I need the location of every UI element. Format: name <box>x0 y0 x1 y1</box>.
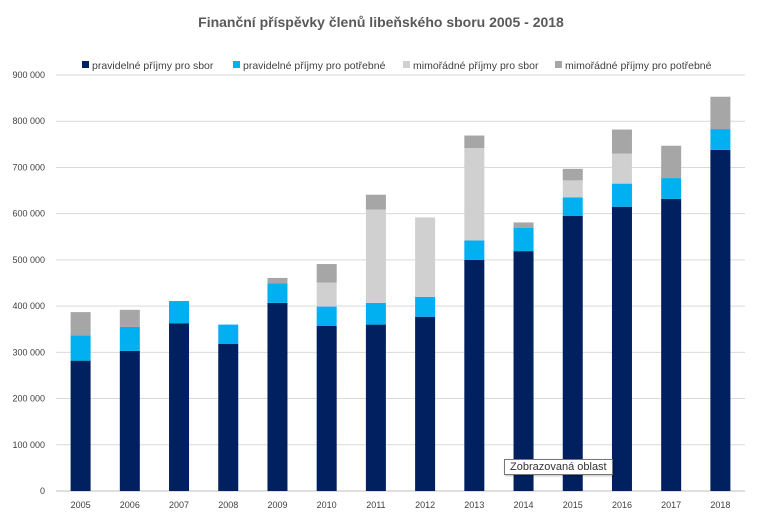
bar-2008-series-2 <box>218 324 239 345</box>
bar-2011-series-4 <box>365 194 386 210</box>
bar-2015-series-3 <box>562 180 583 198</box>
bar-2015-series-1 <box>562 215 583 491</box>
y-tick-label: 300 000 <box>12 347 45 357</box>
bar-2010-series-2 <box>316 306 337 326</box>
y-tick-label: 500 000 <box>12 255 45 265</box>
bar-2016-series-1 <box>611 206 632 491</box>
bar-2013-series-2 <box>464 240 485 260</box>
x-tick-label: 2007 <box>169 500 189 510</box>
legend-swatch-3 <box>403 61 410 68</box>
y-tick-label: 800 000 <box>12 116 45 126</box>
bar-2012-series-2 <box>415 296 436 317</box>
x-tick-label: 2006 <box>120 500 140 510</box>
legend: pravidelné příjmy pro sbor pravidelné pří… <box>82 60 712 72</box>
y-tick-label: 200 000 <box>12 394 45 404</box>
bar-2014-series-1 <box>513 251 534 491</box>
bar-2016-series-3 <box>611 153 632 184</box>
bar-2013-series-4 <box>464 135 485 149</box>
bar-2006-series-4 <box>119 309 140 327</box>
bar-2014-series-2 <box>513 227 534 252</box>
bar-2010-series-4 <box>316 264 337 283</box>
bar-2016-series-4 <box>611 129 632 154</box>
x-tick-label: 2009 <box>267 500 287 510</box>
bar-2005-series-2 <box>70 335 91 361</box>
y-tick-label: 0 <box>40 486 45 496</box>
legend-label-1: pravidelné příjmy pro sbor <box>92 60 214 72</box>
x-tick-label: 2010 <box>317 500 337 510</box>
bar-2018-series-1 <box>710 149 731 491</box>
bar-2017-series-4 <box>661 145 682 179</box>
legend-label-4: mimořádné příjmy pro potřebné <box>565 60 712 72</box>
bar-2013-series-3 <box>464 148 485 241</box>
x-tick-label: 2017 <box>661 500 681 510</box>
bar-2012-series-3 <box>415 217 436 297</box>
x-tick-label: 2008 <box>218 500 238 510</box>
y-tick-label: 400 000 <box>12 301 45 311</box>
bar-2007-series-2 <box>169 301 190 324</box>
legend-label-2: pravidelné příjmy pro potřebné <box>243 60 386 72</box>
bar-2006-series-2 <box>119 326 140 351</box>
bar-2016-series-2 <box>611 183 632 207</box>
x-tick-label: 2013 <box>464 500 484 510</box>
y-tick-label: 100 000 <box>12 440 45 450</box>
bar-2012-series-1 <box>415 316 436 491</box>
x-tick-label: 2011 <box>366 500 385 510</box>
x-tick-label: 2012 <box>415 500 435 510</box>
legend-swatch-1 <box>82 61 89 68</box>
x-axis: 2005 2006 2007 2008 2009 2010 2011 2012 2013 2014… <box>71 500 731 510</box>
bar-2005-series-1 <box>70 360 91 491</box>
y-tick-label: 900 000 <box>12 70 45 80</box>
bar-2013-series-1 <box>464 259 485 491</box>
bar-2009-series-4 <box>267 277 288 284</box>
bar-2009-series-1 <box>267 302 288 491</box>
bar-2015-series-2 <box>562 197 583 216</box>
bar-2006-series-1 <box>119 350 140 491</box>
bar-2018-series-4 <box>710 96 731 130</box>
bars <box>70 96 731 491</box>
chart-title: Finanční příspěvky členů libeňského sbor… <box>198 14 564 30</box>
y-tick-label: 600 000 <box>12 209 45 219</box>
bar-2007-series-1 <box>169 323 190 491</box>
bar-2005-series-4 <box>70 312 91 336</box>
bar-2018-series-2 <box>710 129 731 150</box>
legend-label-3: mimořádné příjmy pro sbor <box>413 60 539 72</box>
x-tick-label: 2014 <box>514 500 534 510</box>
bar-2011-series-2 <box>365 302 386 325</box>
bar-2014-series-4 <box>513 222 534 228</box>
tooltip: Zobrazovaná oblast <box>504 459 613 475</box>
legend-swatch-2 <box>233 61 240 68</box>
bar-2015-series-4 <box>562 168 583 181</box>
bar-2011-series-1 <box>365 324 386 491</box>
legend-swatch-4 <box>555 61 562 68</box>
y-tick-label: 700 000 <box>12 162 45 172</box>
y-axis: 0 100 000 200 000 300 000 400 000 500 000 600 … <box>12 70 45 496</box>
x-tick-label: 2005 <box>71 500 91 510</box>
bar-2010-series-1 <box>316 325 337 491</box>
bar-2009-series-2 <box>267 283 288 303</box>
bar-2017-series-1 <box>661 198 682 491</box>
bar-2017-series-2 <box>661 178 682 199</box>
x-tick-label: 2016 <box>612 500 632 510</box>
x-tick-label: 2015 <box>563 500 583 510</box>
bar-2010-series-3 <box>316 282 337 307</box>
bar-2008-series-1 <box>218 344 239 491</box>
bar-2011-series-3 <box>365 209 386 303</box>
x-tick-label: 2018 <box>710 500 730 510</box>
